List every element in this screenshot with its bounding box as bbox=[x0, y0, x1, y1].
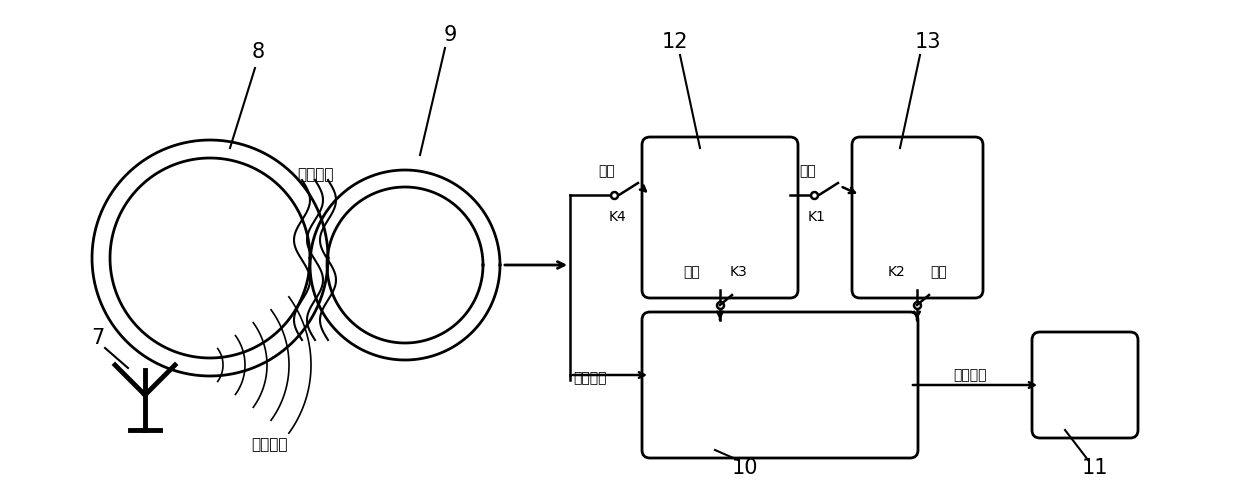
Text: 12: 12 bbox=[662, 32, 688, 52]
Text: 供电: 供电 bbox=[683, 265, 700, 279]
Text: K3: K3 bbox=[730, 265, 748, 279]
FancyBboxPatch shape bbox=[852, 137, 983, 298]
FancyBboxPatch shape bbox=[1032, 332, 1137, 438]
Text: 11: 11 bbox=[1082, 458, 1108, 478]
Text: 供电: 供电 bbox=[930, 265, 947, 279]
Text: 7: 7 bbox=[92, 328, 104, 348]
Text: 无线传输: 无线传输 bbox=[252, 438, 289, 453]
Text: 刺激电流: 刺激电流 bbox=[953, 368, 986, 382]
Text: 9: 9 bbox=[444, 25, 457, 45]
Text: K2: K2 bbox=[887, 265, 904, 279]
Text: 线圈耦合: 线圈耦合 bbox=[297, 168, 333, 183]
Text: 音频信号: 音频信号 bbox=[574, 371, 607, 385]
Text: 8: 8 bbox=[252, 42, 265, 62]
Text: 充电: 充电 bbox=[799, 164, 817, 178]
Text: 电能: 电能 bbox=[598, 164, 616, 178]
Text: K1: K1 bbox=[808, 210, 826, 224]
FancyBboxPatch shape bbox=[642, 137, 798, 298]
FancyBboxPatch shape bbox=[642, 312, 918, 458]
Text: 10: 10 bbox=[732, 458, 758, 478]
Text: K4: K4 bbox=[608, 210, 626, 224]
Text: 13: 13 bbox=[914, 32, 942, 52]
